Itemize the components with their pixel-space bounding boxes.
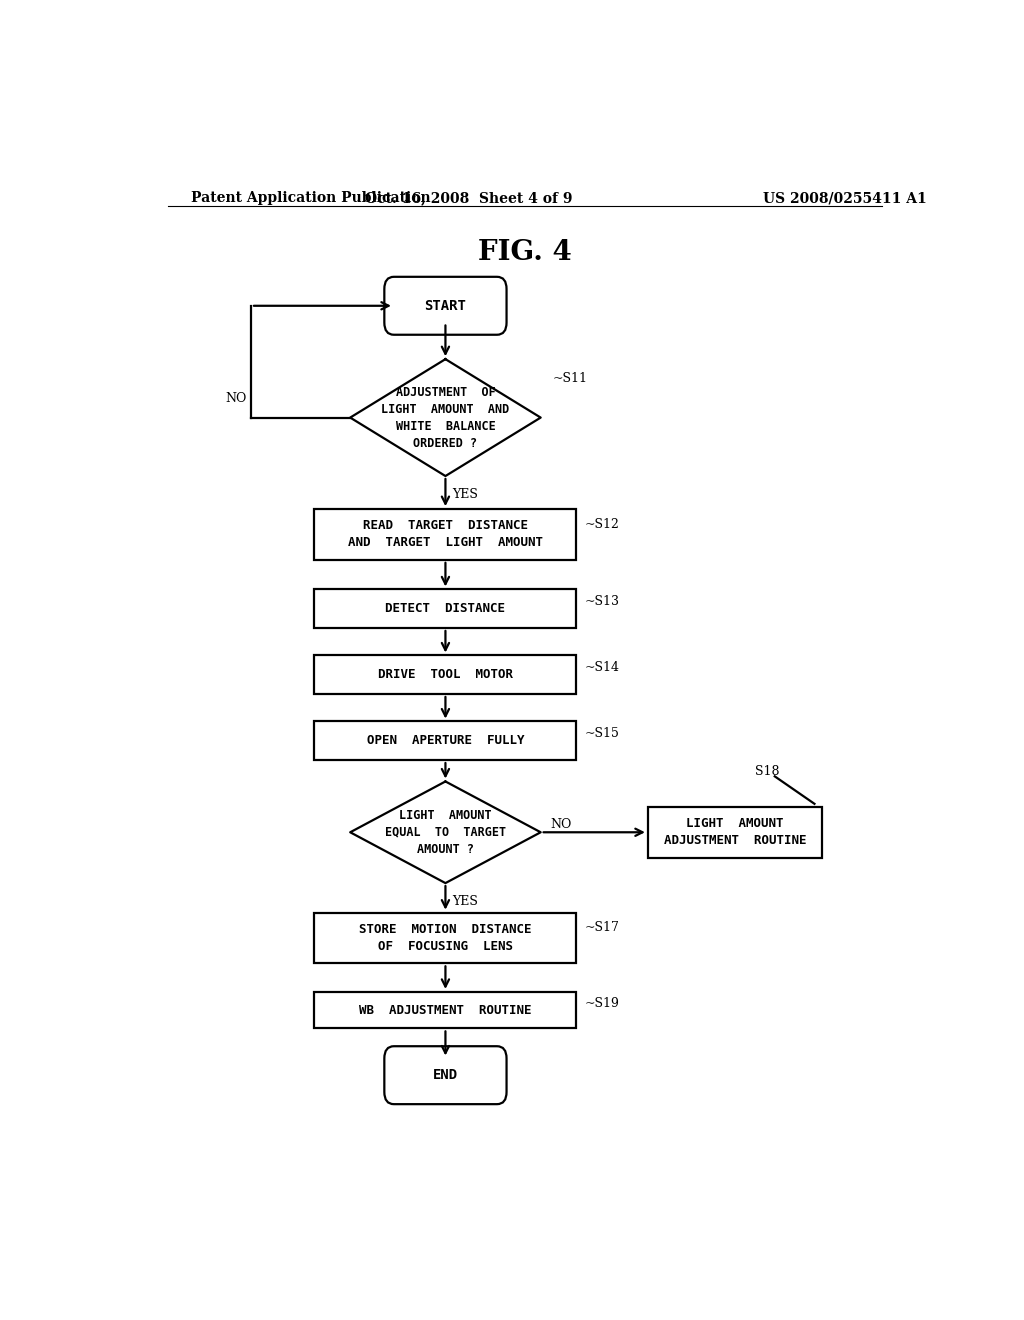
Text: Oct. 16, 2008  Sheet 4 of 9: Oct. 16, 2008 Sheet 4 of 9 (366, 191, 573, 205)
Polygon shape (350, 781, 541, 883)
Bar (648, 807, 822, 858)
Text: S18: S18 (755, 764, 779, 777)
Text: NO: NO (225, 392, 247, 405)
Text: FIG. 4: FIG. 4 (478, 239, 571, 267)
Text: READ  TARGET  DISTANCE
AND  TARGET  LIGHT  AMOUNT: READ TARGET DISTANCE AND TARGET LIGHT AM… (348, 520, 543, 549)
Bar (314, 912, 577, 964)
Text: OPEN  APERTURE  FULLY: OPEN APERTURE FULLY (367, 734, 524, 747)
Text: ~S12: ~S12 (585, 517, 620, 531)
Text: DETECT  DISTANCE: DETECT DISTANCE (385, 602, 506, 615)
Bar (314, 991, 577, 1028)
Text: LIGHT  AMOUNT
ADJUSTMENT  ROUTINE: LIGHT AMOUNT ADJUSTMENT ROUTINE (664, 817, 806, 847)
Bar (314, 510, 577, 560)
Text: ~S14: ~S14 (585, 661, 620, 675)
Text: STORE  MOTION  DISTANCE
OF  FOCUSING  LENS: STORE MOTION DISTANCE OF FOCUSING LENS (359, 923, 531, 953)
Bar (314, 589, 577, 628)
Bar (314, 722, 577, 760)
Text: ~S15: ~S15 (585, 727, 620, 741)
Text: YES: YES (452, 488, 477, 500)
Text: ADJUSTMENT  OF
LIGHT  AMOUNT  AND
WHITE  BALANCE
ORDERED ?: ADJUSTMENT OF LIGHT AMOUNT AND WHITE BAL… (381, 385, 510, 450)
Text: ~S13: ~S13 (585, 595, 620, 609)
Text: START: START (425, 298, 466, 313)
FancyBboxPatch shape (384, 277, 507, 335)
Text: WB  ADJUSTMENT  ROUTINE: WB ADJUSTMENT ROUTINE (359, 1003, 531, 1016)
Text: LIGHT  AMOUNT
EQUAL  TO  TARGET
AMOUNT ?: LIGHT AMOUNT EQUAL TO TARGET AMOUNT ? (385, 809, 506, 855)
Text: ~S17: ~S17 (585, 921, 620, 935)
Text: DRIVE  TOOL  MOTOR: DRIVE TOOL MOTOR (378, 668, 513, 681)
Text: ~S19: ~S19 (585, 997, 620, 1010)
FancyBboxPatch shape (384, 1047, 507, 1104)
Text: NO: NO (550, 817, 571, 830)
Text: YES: YES (452, 895, 477, 908)
Text: END: END (433, 1068, 458, 1082)
Bar (314, 656, 577, 694)
Text: Patent Application Publication: Patent Application Publication (191, 191, 431, 205)
Polygon shape (350, 359, 541, 477)
Text: ~S11: ~S11 (553, 372, 588, 385)
Text: US 2008/0255411 A1: US 2008/0255411 A1 (763, 191, 927, 205)
